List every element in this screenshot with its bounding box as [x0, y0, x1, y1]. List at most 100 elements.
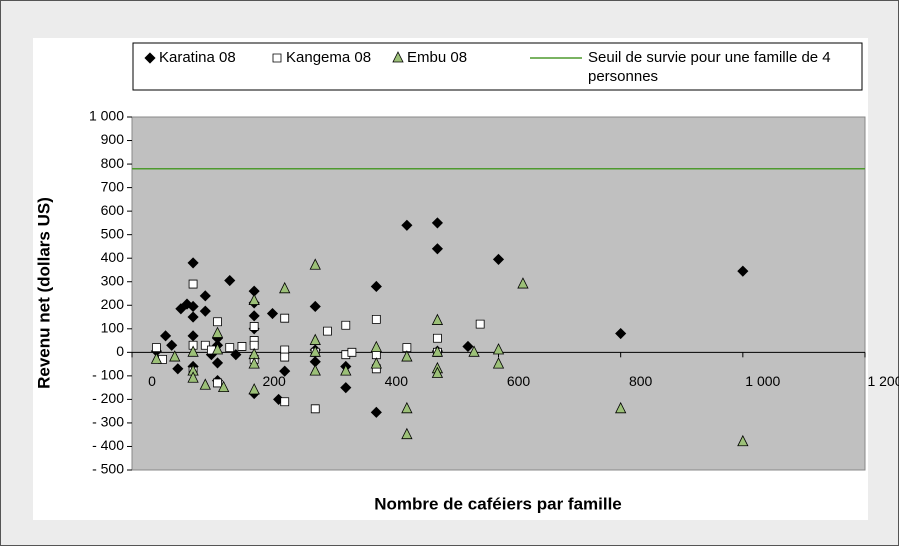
- marker: [401, 401, 413, 414]
- marker: [492, 343, 505, 355]
- marker: [309, 364, 321, 376]
- marker: [199, 290, 211, 302]
- marker: [187, 330, 199, 342]
- legend-label: Kangema 08: [286, 49, 372, 66]
- marker: [187, 300, 199, 313]
- marker: [248, 310, 260, 322]
- marker: [144, 52, 156, 64]
- marker: [615, 327, 627, 340]
- y-tick-label: 100: [101, 320, 125, 336]
- marker: [188, 279, 198, 289]
- marker: [475, 319, 485, 329]
- marker: [225, 343, 235, 353]
- marker: [517, 277, 529, 289]
- marker: [211, 343, 224, 355]
- marker: [371, 314, 381, 324]
- marker: [280, 397, 290, 407]
- marker: [309, 333, 321, 345]
- marker: [310, 404, 320, 414]
- marker: [272, 53, 282, 63]
- marker: [462, 340, 474, 353]
- marker: [175, 303, 187, 315]
- marker: [279, 281, 291, 294]
- legend-label: Seuil de survie pour une famille de 4 pe…: [588, 49, 831, 85]
- marker: [737, 265, 749, 277]
- x-tick-label: 0: [148, 373, 156, 389]
- x-tick-label: 400: [385, 373, 409, 389]
- marker: [248, 383, 260, 395]
- marker: [401, 219, 413, 231]
- legend-box: [132, 42, 863, 91]
- marker: [737, 434, 749, 447]
- marker: [615, 401, 627, 414]
- marker: [169, 350, 181, 362]
- marker: [370, 340, 382, 353]
- marker: [323, 326, 332, 336]
- x-tick-label: 200: [262, 373, 286, 389]
- marker: [340, 382, 352, 394]
- marker: [341, 320, 351, 330]
- marker: [152, 343, 161, 353]
- marker: [433, 333, 442, 343]
- y-tick-label: 600: [101, 202, 125, 218]
- marker: [347, 347, 357, 357]
- marker: [211, 357, 224, 369]
- marker: [187, 311, 199, 323]
- marker: [187, 345, 199, 357]
- marker: [249, 340, 259, 350]
- marker: [230, 349, 242, 361]
- y-tick-label: 900: [101, 131, 125, 147]
- x-tick-label: 800: [629, 373, 653, 389]
- marker: [370, 406, 382, 418]
- y-tick-label: - 100: [92, 367, 124, 383]
- marker: [211, 326, 224, 338]
- legend-label: Embu 08: [407, 49, 468, 66]
- marker: [166, 339, 178, 351]
- marker: [340, 364, 352, 376]
- y-tick-label: 400: [101, 249, 125, 265]
- marker: [248, 357, 260, 369]
- marker: [309, 300, 321, 313]
- y-tick-label: 500: [101, 225, 125, 241]
- y-tick-label: 200: [101, 296, 125, 312]
- y-tick-label: 0: [116, 343, 124, 359]
- y-tick-label: 700: [101, 178, 125, 194]
- marker: [188, 340, 198, 350]
- marker: [187, 371, 199, 383]
- marker: [309, 258, 321, 270]
- marker: [172, 363, 184, 375]
- x-tick-label: 600: [507, 373, 531, 389]
- marker: [370, 357, 382, 369]
- marker: [187, 257, 199, 269]
- y-tick-label: - 300: [92, 414, 124, 430]
- y-tick-label: 300: [101, 272, 125, 288]
- marker: [266, 307, 279, 320]
- marker: [309, 345, 321, 357]
- marker: [279, 365, 291, 377]
- plot-area: [131, 116, 866, 471]
- marker: [199, 378, 211, 390]
- y-tick-label: 1 000: [89, 108, 124, 124]
- y-tick-label: - 400: [92, 437, 124, 453]
- marker: [217, 380, 230, 393]
- y-tick-label: - 200: [92, 390, 124, 406]
- marker: [160, 330, 172, 342]
- marker: [370, 280, 382, 293]
- marker: [249, 322, 259, 331]
- marker: [431, 345, 444, 357]
- marker: [213, 317, 222, 327]
- marker: [431, 217, 443, 229]
- x-tick-label: 1 000: [745, 373, 780, 389]
- marker: [150, 352, 163, 364]
- legend-label: Karatina 08: [159, 49, 236, 66]
- marker: [199, 305, 211, 317]
- marker: [280, 313, 290, 323]
- marker: [431, 313, 444, 325]
- marker: [237, 342, 247, 351]
- marker: [468, 345, 480, 357]
- y-tick-label: - 500: [92, 461, 124, 477]
- marker: [280, 352, 290, 362]
- marker: [492, 253, 505, 265]
